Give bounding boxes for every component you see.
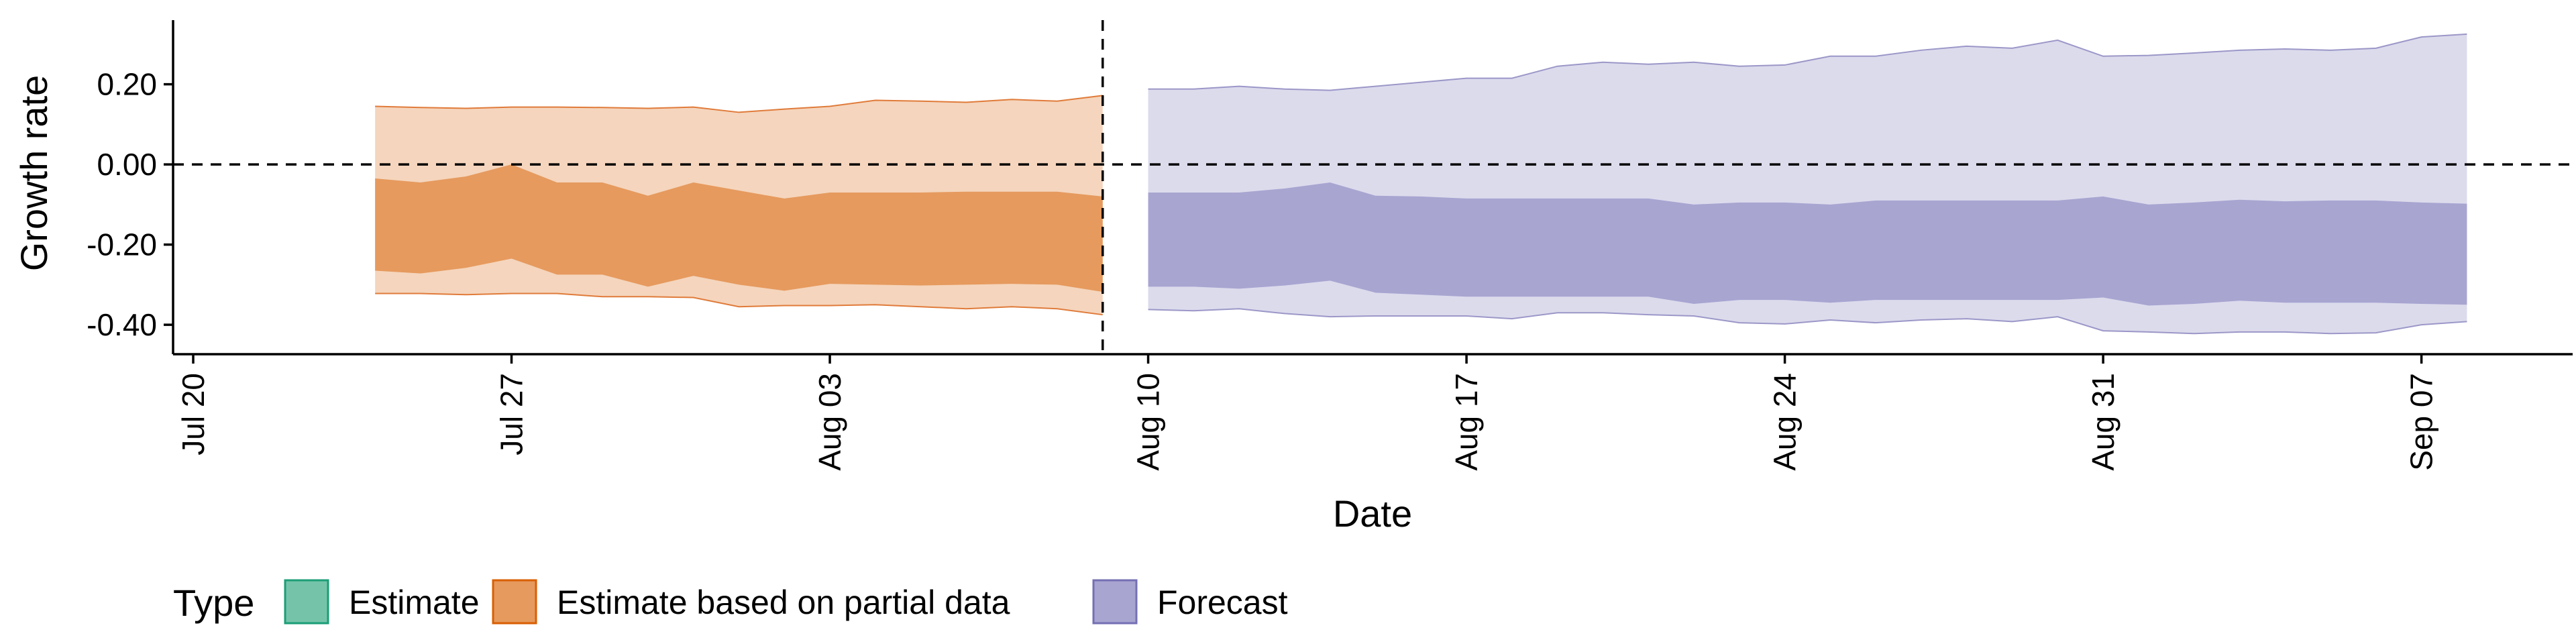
- y-tick-label: 0.00: [97, 147, 157, 182]
- legend-label: Forecast: [1157, 584, 1288, 621]
- x-tick-label: Sep 07: [2404, 373, 2439, 471]
- estimate-based-on-partial-data-inner-band: [375, 164, 1103, 292]
- x-tick-label: Aug 03: [812, 373, 847, 471]
- forecast-upper-edge: [1148, 33, 2467, 91]
- estimate-based-on-partial-data-upper-edge: [375, 95, 1103, 113]
- y-tick-label: 0.20: [97, 67, 157, 102]
- axes: [172, 20, 2573, 356]
- reference-lines: [173, 20, 2573, 354]
- forecast-lower-edge: [1148, 308, 2467, 335]
- x-tick-label: Aug 10: [1131, 373, 1166, 471]
- legend-key: [284, 579, 329, 625]
- legend-key: [492, 579, 537, 625]
- legend: Type Estimate Estimate based on partial d…: [173, 579, 1288, 625]
- y-axis-title: Growth rate: [13, 75, 55, 272]
- y-tick-label: -0.20: [87, 227, 157, 262]
- x-tick-label: Aug 31: [2086, 373, 2121, 471]
- x-tick-label: Jul 20: [176, 373, 211, 455]
- plot-bands: [375, 33, 2467, 335]
- legend-title: Type: [173, 582, 254, 624]
- forecast-inner-band: [1148, 182, 2467, 306]
- x-tick-label: Aug 17: [1449, 373, 1484, 471]
- legend-label: Estimate based on partial data: [557, 584, 1010, 621]
- x-tick-label: Aug 24: [1768, 373, 1803, 471]
- x-tick-label: Jul 27: [494, 373, 529, 455]
- x-axis-ticks: Jul 20 Jul 27 Aug 03 Aug 10 Aug 17 Aug 24 Aug …: [176, 354, 2439, 471]
- legend-key: [1092, 579, 1138, 625]
- y-tick-label: -0.40: [87, 307, 157, 342]
- x-axis-title: Date: [1333, 492, 1412, 535]
- estimate-based-on-partial-data-lower-edge: [375, 292, 1103, 316]
- y-axis-ticks: 0.20 0.00 -0.20 -0.40: [87, 67, 173, 342]
- legend-label: Estimate: [349, 584, 480, 621]
